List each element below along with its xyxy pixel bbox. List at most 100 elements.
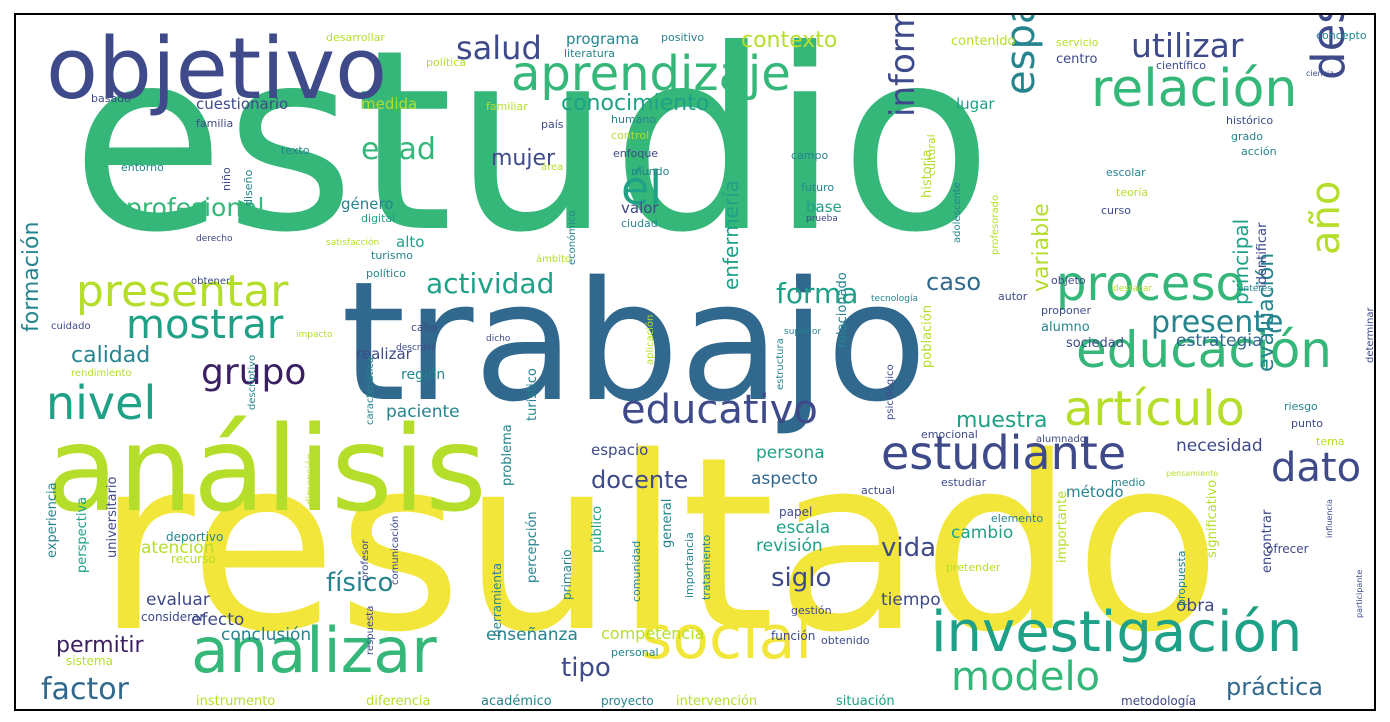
word: identificar [1255,222,1270,288]
word: base [806,198,842,216]
word: recurso [171,552,216,566]
word: proceso [1056,256,1245,312]
word: riesgo [1284,400,1318,413]
word: positivo [661,31,705,44]
word: tecnología [871,294,918,304]
word: conocimiento [561,91,710,116]
word: pensamiento [1166,469,1219,478]
word: año [1303,180,1349,255]
word: familiar [486,100,528,113]
word: variable [1029,203,1054,292]
word: centro [1056,52,1098,67]
word: valor [621,199,659,217]
word: obtenido [821,634,870,647]
word: satisfacción [326,238,380,248]
word: tiempo [881,590,941,610]
word: método [1066,483,1124,501]
word: analizar [191,614,437,687]
word: campo [791,149,829,162]
word: característica [365,357,376,425]
word: emocional [921,428,978,441]
word: conclusión [221,625,312,645]
word: utilizar [1131,26,1244,65]
word: efecto [191,610,245,630]
word: comunidad [630,540,643,602]
word: autor [998,290,1028,303]
word: teoría [1116,186,1149,199]
word: aprendizaje [511,46,791,102]
word: caso [926,268,982,296]
word: realizar [356,345,412,363]
word: rendimiento [71,368,132,379]
word: población [920,305,935,368]
word: derecho [196,234,233,244]
word: cabo [411,321,438,334]
word: región [401,367,446,383]
word: psicológico [885,364,896,420]
word: basado [91,92,131,105]
word: vida [881,533,937,563]
word: aspecto [751,469,818,489]
word: importante [1055,490,1070,563]
word: educativo [621,387,818,433]
word: gestión [791,604,832,617]
word: educación [1076,321,1332,379]
word: edad [361,132,436,167]
word: público [590,505,605,553]
word: influencia [1325,499,1334,538]
word: alto [396,233,425,251]
word: físico [326,568,394,598]
word: estudiante [881,426,1127,480]
word: acción [1241,145,1277,158]
word: problema [500,424,515,486]
word: formación [19,221,44,332]
word: país [541,118,564,131]
word: intervención [676,694,758,709]
word: significativo [1205,479,1220,558]
word: descriptivo [247,354,258,410]
word: aplicación [645,314,656,365]
word: persona [756,443,825,463]
word: curso [1101,204,1132,217]
word: social [641,603,813,673]
word: científico [1156,59,1206,72]
word: contenido [951,34,1016,49]
word: elemento [991,512,1044,525]
word: ciencia [1306,69,1335,78]
word: situación [836,694,895,709]
word: forma [776,277,859,310]
word: análisis [46,400,487,538]
word: relacionado [835,272,850,348]
word: papel [779,505,813,519]
word: profesorado [990,194,1001,255]
word: personal [611,646,659,659]
word: escolar [1106,166,1146,179]
word: cuestionario [196,95,289,113]
word: comunicación [390,515,401,585]
word: grupo [201,352,307,393]
word: área [541,162,564,173]
word: experiencia [45,482,60,558]
word: lugar [956,95,995,113]
word: objetivo [46,20,388,119]
word: prueba [806,214,838,224]
word: él [621,161,663,215]
word: turismo [371,249,414,262]
word: interés [1241,284,1272,294]
word: sociedad [1066,336,1124,351]
word: niño [220,167,233,191]
word: punto [1291,417,1323,430]
word: proyecto [601,694,654,708]
word: muestra [956,408,1048,433]
word: propuesta [1175,550,1188,607]
word: profesional [126,193,265,222]
word: humano [611,113,657,126]
word: enseñanza [486,625,578,645]
word: estructura [775,338,786,390]
word: política [426,56,466,69]
word: nivel [46,376,157,430]
word: necesidad [1176,436,1263,456]
word: político [366,267,406,280]
word: atención [141,538,215,558]
word: docente [591,466,689,494]
